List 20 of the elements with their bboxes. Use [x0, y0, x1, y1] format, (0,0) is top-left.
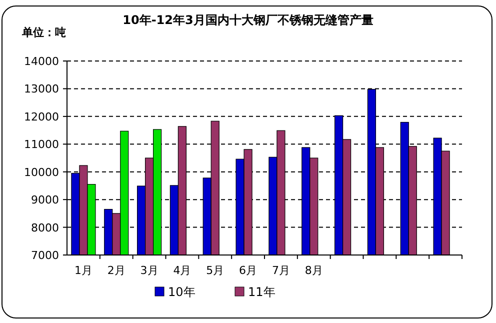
x-tick-label: 7月 — [272, 264, 290, 277]
y-tick-label: 7000 — [31, 249, 59, 262]
x-tick-label: 2月 — [107, 264, 126, 277]
legend-label: 10年 — [168, 285, 196, 299]
y-axis-title: 单位：吨 — [21, 26, 66, 39]
x-tick-label: 8月 — [304, 264, 323, 277]
chart-title: 10年-12年3月国内十大钢厂不锈钢无缝管产量 — [122, 13, 374, 27]
y-tick-label: 8000 — [31, 221, 59, 234]
x-tick-label: 4月 — [173, 264, 192, 277]
x-tick-label: 6月 — [239, 264, 258, 277]
y-tick-label: 9000 — [31, 194, 59, 207]
y-tick-label: 10000 — [24, 166, 59, 179]
x-tick-label: 1月 — [74, 264, 92, 277]
y-tick-label: 12000 — [24, 110, 59, 124]
y-tick-label: 13000 — [24, 82, 59, 96]
y-tick-label: 11000 — [24, 138, 59, 152]
legend-label: 11年 — [248, 285, 276, 299]
x-tick-label: 5月 — [206, 264, 224, 277]
x-tick-label: 3月 — [140, 264, 158, 277]
y-tick-label: 14000 — [24, 55, 59, 68]
